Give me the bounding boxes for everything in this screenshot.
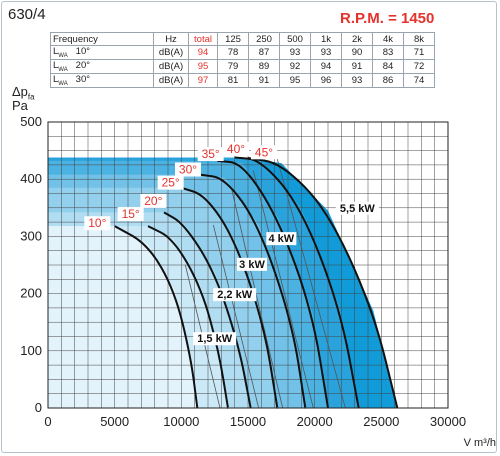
curve-30deg [199, 173, 307, 409]
table-row: LWA 30° dB(A) 97 81 91 95 96 93 86 74 [50, 72, 435, 88]
angle-label-background [140, 193, 167, 208]
curve-15deg [147, 225, 229, 409]
curve-10deg [114, 225, 199, 409]
power-label-background [237, 257, 267, 271]
row-label: L [53, 59, 59, 71]
curve-20deg [163, 211, 252, 409]
header-cell: 250 [248, 32, 280, 46]
row-label-cell: LWA 30° [50, 72, 154, 88]
angle-label-background [175, 162, 201, 177]
angle-label-background [223, 141, 249, 156]
x-tick-label: 25000 [363, 414, 399, 429]
curve-35deg [217, 159, 329, 409]
power-line [231, 190, 284, 409]
header-cell: total [188, 32, 218, 46]
row-angle: 30° [75, 73, 91, 85]
row-label-sub: WA [58, 52, 68, 59]
angle-label: 25° [162, 176, 180, 190]
y-tick-label: 300 [20, 228, 42, 243]
power-label-background [266, 232, 297, 246]
total-cell: 97 [188, 72, 218, 88]
y-axis-label: Δpfa [12, 84, 35, 102]
value-cell: 96 [310, 72, 342, 88]
y-tick-label: 400 [20, 171, 42, 186]
angle-label: 10° [88, 216, 106, 230]
angle-label-background [117, 207, 144, 222]
y-tick-label: 500 [20, 114, 42, 129]
value-cell: 74 [403, 72, 435, 88]
curve-fill-10deg [48, 226, 198, 408]
curve-45deg [247, 157, 399, 409]
power-label-background [213, 288, 257, 302]
angle-label: 40° [227, 142, 245, 156]
angle-label-background [157, 175, 184, 190]
model-title: 630/4 [8, 6, 46, 23]
row-label-sub: WA [58, 66, 68, 73]
row-label: L [53, 46, 59, 57]
x-tick-label: 15000 [230, 414, 266, 429]
header-cell: 125 [217, 32, 249, 46]
power-label-background [193, 332, 237, 346]
x-tick-label: 10000 [163, 414, 199, 429]
angle-label-background [84, 216, 111, 231]
row-label-sub: WA [58, 80, 68, 87]
power-line [252, 170, 314, 409]
row-label: L [53, 73, 59, 85]
y-axis-unit: Pa [12, 98, 28, 113]
angle-label: 35° [202, 147, 220, 161]
y-tick-label: 100 [20, 343, 42, 358]
angle-label: 45° [255, 145, 273, 159]
power-label: 2,2 kW [217, 289, 252, 301]
power-label: 5,5 kW [340, 203, 375, 215]
plot-border [47, 121, 449, 409]
power-label-background [335, 201, 379, 215]
row-angle: 10° [75, 46, 91, 57]
value-cell: 91 [248, 72, 280, 88]
header-cell: 8k [403, 32, 435, 46]
angle-label: 20° [144, 194, 162, 208]
header-cell: 4k [372, 32, 404, 46]
y-tick-label: 200 [20, 286, 42, 301]
y-tick-label: 0 [35, 400, 42, 415]
y-axis-label-main: Δp [12, 84, 28, 99]
noise-table: Frequency Hz total 125 250 500 1k 2k 4k … [50, 32, 435, 88]
power-line [212, 224, 260, 409]
power-label: 3 kW [239, 259, 265, 271]
power-line [276, 159, 346, 409]
power-label: 1,5 kW [197, 333, 232, 345]
x-tick-label: 30000 [430, 414, 466, 429]
angle-label-background [197, 147, 224, 162]
angle-label: 30° [179, 162, 197, 176]
x-axis-label: V m³/h [464, 437, 496, 449]
x-tick-label: 0 [44, 414, 51, 429]
power-label: 4 kW [268, 233, 294, 245]
noise-table-header: Frequency Hz total 125 250 500 1k 2k 4k … [50, 32, 435, 46]
rpm-label: R.P.M. = 1450 [340, 10, 435, 27]
x-tick-label: 20000 [297, 414, 333, 429]
angle-label-background [251, 145, 277, 160]
x-tick-label: 5000 [100, 414, 129, 429]
angle-label: 15° [122, 207, 140, 221]
y-axis-label-sub: fa [27, 92, 35, 102]
row-angle: 20° [75, 59, 91, 71]
curve-25deg [181, 186, 279, 409]
